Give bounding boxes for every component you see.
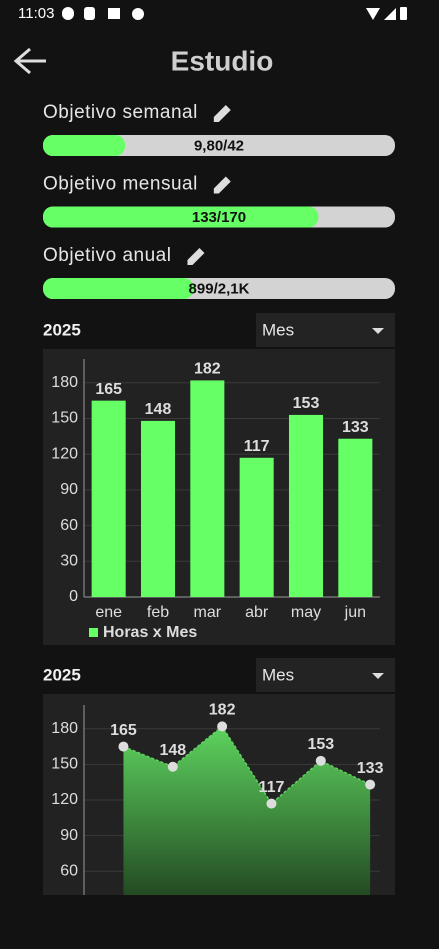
data-label: 117	[244, 438, 270, 455]
x-tick-label: feb	[147, 604, 169, 621]
goal-label: Objetivo anual	[43, 245, 171, 266]
data-label: 182	[194, 361, 221, 378]
status-time: 11:03	[18, 5, 54, 22]
x-tick-label: ene	[95, 604, 122, 621]
y-tick-label: 60	[60, 862, 78, 879]
y-tick-label: 150	[51, 756, 78, 773]
legend-swatch	[89, 628, 98, 637]
goal-label: Objetivo semanal	[43, 102, 198, 123]
dropdown-label: Mes	[262, 320, 294, 339]
y-tick-label: 90	[60, 827, 78, 844]
point	[365, 779, 376, 790]
y-tick-label: 120	[51, 791, 78, 808]
page-title: Estudio	[171, 45, 274, 76]
dropdown-arrow	[372, 673, 384, 679]
point	[266, 798, 277, 809]
year-label: 2025	[43, 665, 81, 684]
data-label: 148	[145, 401, 172, 418]
year-label: 2025	[43, 320, 81, 339]
data-label: 133	[342, 419, 369, 436]
x-tick-label: mar	[194, 604, 222, 621]
status-icons	[62, 7, 407, 20]
progress-label: 133/170	[192, 209, 246, 226]
y-tick-label: 120	[51, 445, 78, 462]
bar	[140, 420, 176, 597]
data-label: 165	[110, 722, 137, 739]
progress-track	[43, 135, 395, 156]
edit-icon[interactable]	[213, 176, 231, 194]
progress-fill	[43, 206, 319, 228]
goal-label: Objetivo mensual	[43, 174, 198, 195]
x-tick-label: may	[291, 604, 321, 621]
x-tick-label: jun	[344, 604, 366, 621]
bar	[338, 438, 373, 597]
edit-icon[interactable]	[213, 105, 231, 122]
data-label: 148	[159, 742, 186, 759]
back-arrow[interactable]	[13, 47, 46, 75]
bar	[190, 380, 225, 597]
point	[217, 721, 228, 732]
area	[123, 726, 371, 895]
x-tick-label: abr	[245, 604, 269, 621]
y-tick-label: 90	[60, 481, 78, 498]
progress-fill	[43, 135, 126, 156]
y-tick-label: 60	[60, 517, 78, 534]
progress-label: 9,80/42	[194, 137, 244, 154]
y-tick-label: 30	[60, 553, 78, 570]
y-tick-label: 0	[69, 588, 78, 605]
y-tick-label: 180	[51, 374, 78, 391]
data-label: 153	[307, 736, 334, 753]
data-label: 117	[259, 779, 285, 796]
dropdown-label: Mes	[262, 665, 294, 684]
point	[315, 755, 326, 766]
dropdown-arrow	[372, 328, 384, 334]
dropdown[interactable]	[256, 658, 395, 692]
data-label: 153	[293, 395, 320, 412]
dropdown[interactable]	[256, 313, 395, 347]
edit-icon[interactable]	[187, 248, 205, 265]
point	[118, 741, 129, 752]
point	[167, 761, 178, 772]
bar	[288, 414, 324, 597]
data-label: 133	[357, 760, 384, 777]
data-label: 165	[95, 381, 122, 398]
line	[123, 725, 371, 805]
progress-fill	[43, 278, 194, 299]
y-tick-label: 150	[51, 410, 78, 427]
y-tick-label: 180	[51, 720, 78, 737]
legend-label: Horas x Mes	[103, 624, 197, 641]
bar	[239, 457, 274, 597]
progress-label: 899/2,1K	[189, 280, 250, 297]
data-label: 182	[209, 702, 236, 719]
bar	[91, 400, 126, 597]
